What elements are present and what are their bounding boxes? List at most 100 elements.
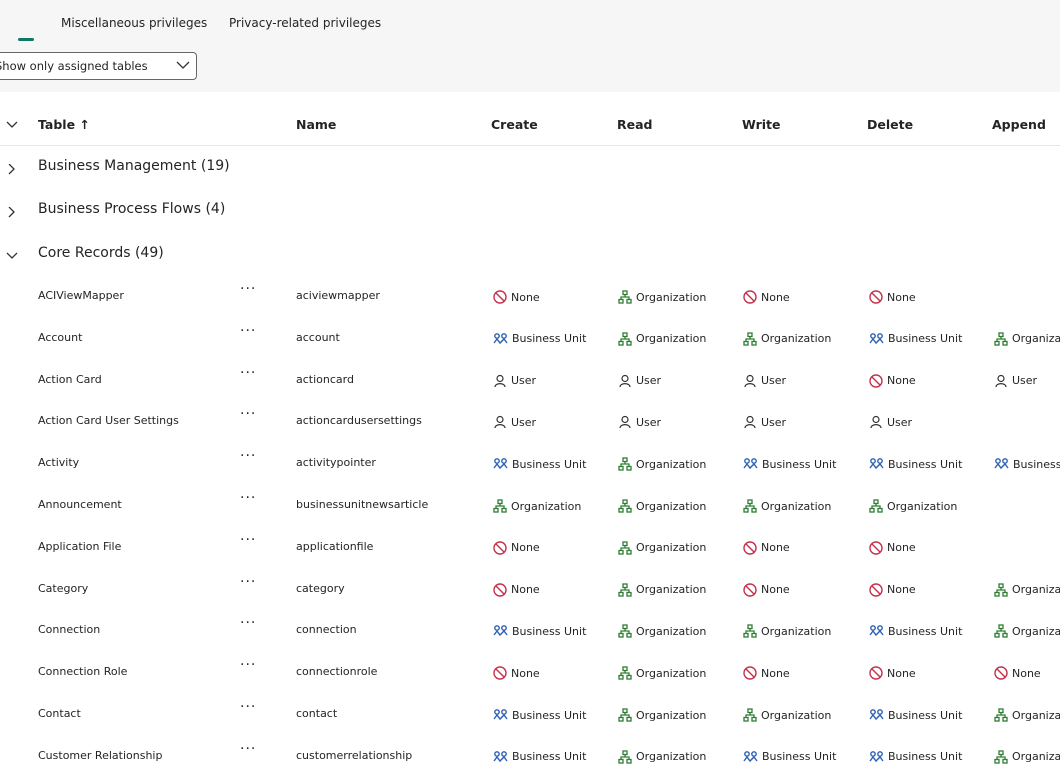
privilege-level[interactable]: User [618,374,661,388]
privilege-level[interactable]: Business Unit [869,750,962,764]
privilege-level[interactable]: None [743,541,790,555]
privilege-level[interactable]: None [743,582,790,597]
table-name[interactable]: Account [38,330,83,344]
privilege-level[interactable]: Organization [994,750,1060,764]
privilege-level[interactable]: User [493,374,536,388]
column-header[interactable]: Read [617,117,653,132]
more-options[interactable]: ··· [240,699,257,715]
group-chevron[interactable] [6,203,18,222]
privilege-level[interactable]: User [493,415,536,429]
more-options[interactable]: ··· [240,657,257,674]
privilege-level[interactable]: Organization [618,290,706,304]
privilege-level[interactable]: Business Unit [994,457,1060,471]
privilege-level[interactable]: Organization [618,457,706,471]
tab[interactable]: Privacy-related privileges [229,16,382,30]
group-chevron[interactable] [6,247,18,266]
privilege-level[interactable]: None [743,290,790,304]
group-label[interactable]: Core Records (49) [38,245,164,261]
privilege-level[interactable]: Business Unit [869,457,962,471]
privilege-level[interactable]: Organization [618,499,706,513]
more-options[interactable]: ··· [240,448,257,465]
privilege-text: Organization [511,499,582,513]
privilege-level[interactable]: None [493,290,540,304]
more-options[interactable]: ··· [240,364,257,381]
column-header[interactable]: Write [742,117,781,132]
more-options[interactable]: ··· [240,740,257,757]
privilege-level[interactable]: Organization [618,582,706,597]
privilege-level[interactable]: Organization [618,666,706,680]
privilege-level[interactable]: Organization [743,624,831,639]
table-name[interactable]: Contact [38,707,81,720]
more-options[interactable]: ··· [240,406,257,423]
privilege-level[interactable]: None [869,290,916,304]
privilege-level[interactable]: Business Unit [869,332,962,346]
privilege-level[interactable]: None [493,666,540,680]
table-name[interactable]: ACIViewMapper [38,289,124,302]
group-label[interactable]: Business Process Flows (4) [38,201,226,217]
privilege-level[interactable]: Organization [994,332,1060,346]
privilege-level[interactable]: User [869,415,912,429]
more-options[interactable]: ··· [240,322,257,339]
table-name[interactable]: Action Card User Settings [38,414,179,428]
privilege-level[interactable]: Business Unit [869,624,962,638]
privilege-level[interactable]: None [869,373,916,388]
privilege-level[interactable]: Organization [618,541,706,555]
privilege-level[interactable]: User [743,415,786,429]
group-label[interactable]: Business Management (19) [38,158,230,174]
column-header[interactable]: Append [992,117,1046,132]
privilege-level[interactable]: User [618,415,661,429]
privilege-level[interactable]: Organization [618,332,706,346]
privilege-level[interactable]: Business Unit [493,457,586,471]
table-name[interactable]: Category [38,581,89,595]
privilege-level[interactable]: None [869,666,916,680]
privilege-level[interactable]: None [869,582,916,597]
privilege-level[interactable]: Organization [618,624,706,639]
table-name[interactable]: Activity [38,456,80,470]
column-header[interactable]: Create [491,117,538,132]
privilege-level[interactable]: Organization [869,499,957,513]
column-header[interactable]: Name [296,117,337,132]
table-name[interactable]: Connection Role [38,665,128,679]
privilege-level[interactable]: User [994,374,1037,388]
more-options[interactable]: ··· [240,615,257,632]
column-header[interactable]: Table ↑ [38,117,90,132]
privilege-level[interactable]: Organization [994,582,1060,597]
privilege-level[interactable]: None [493,541,540,555]
table-name[interactable]: Announcement [38,498,122,511]
privilege-level[interactable]: Organization [493,499,581,513]
filter-dropdown[interactable]: Show only assigned tables [0,52,197,80]
privilege-level[interactable]: Organization [994,708,1060,722]
more-options[interactable]: ··· [240,531,257,548]
collapse-all[interactable] [6,120,18,130]
group-chevron[interactable] [6,160,18,179]
table-name[interactable]: Application File [38,539,122,553]
more-options[interactable]: ··· [240,490,257,506]
table-name[interactable]: Action Card [38,372,102,386]
privilege-level[interactable]: Business Unit [743,750,836,764]
privilege-level[interactable]: Business Unit [493,750,586,764]
privilege-level[interactable]: Business Unit [493,708,586,722]
privilege-level[interactable]: Organization [618,750,706,764]
column-header[interactable]: Delete [867,117,914,132]
privilege-level[interactable]: Organization [994,624,1060,639]
tab[interactable]: Miscellaneous privileges [61,16,208,30]
privilege-level[interactable]: None [493,582,540,597]
more-options[interactable]: ··· [240,281,257,297]
privilege-level[interactable]: Business Unit [493,624,586,638]
table-name[interactable]: Customer Relationship [38,748,163,762]
privilege-level[interactable]: Organization [743,499,831,513]
table-name[interactable]: Connection [38,623,101,637]
privilege-level[interactable]: Business Unit [869,708,962,722]
privilege-level[interactable]: Organization [618,708,706,722]
privilege-icon [994,374,1008,388]
privilege-level[interactable]: Business Unit [493,332,586,346]
privilege-level[interactable]: None [743,666,790,680]
privilege-text: None [511,541,540,555]
privilege-level[interactable]: None [994,666,1041,680]
privilege-level[interactable]: User [743,374,786,388]
privilege-level[interactable]: None [869,541,916,555]
more-options[interactable]: ··· [240,573,257,590]
privilege-level[interactable]: Organization [743,708,831,722]
privilege-level[interactable]: Organization [743,332,831,346]
privilege-level[interactable]: Business Unit [743,457,836,471]
